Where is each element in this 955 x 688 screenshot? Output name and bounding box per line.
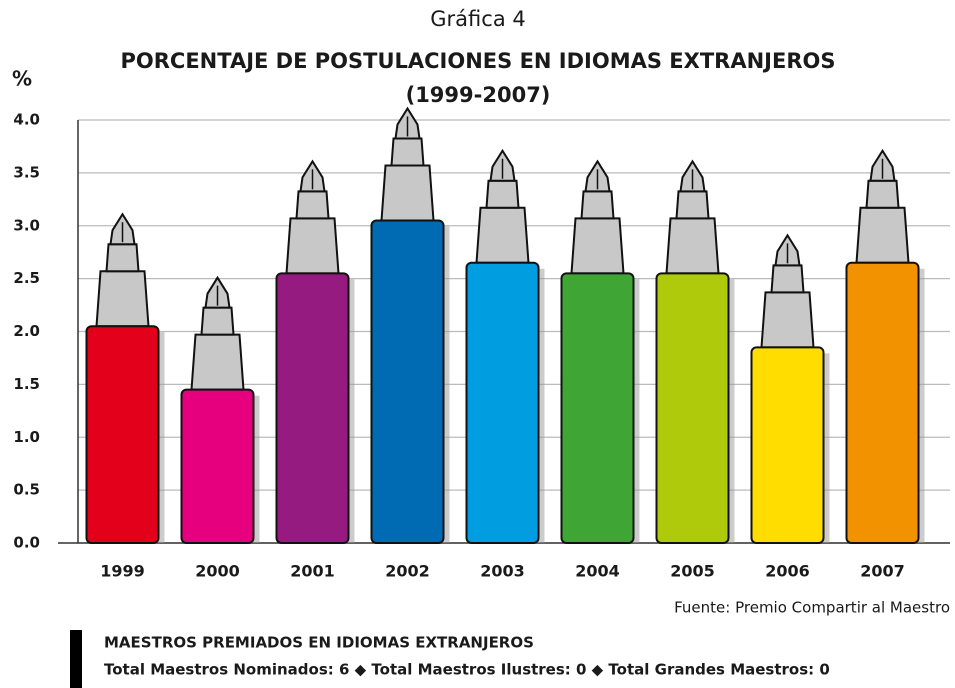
x-tick-label: 2007 xyxy=(860,562,905,581)
x-tick-label: 2000 xyxy=(195,562,240,581)
pen-cap xyxy=(285,217,340,275)
pen-neck xyxy=(485,179,520,209)
pen-cap xyxy=(190,333,245,391)
y-tick-label: 2.5 xyxy=(13,269,40,287)
bar xyxy=(465,261,540,544)
bar xyxy=(85,325,160,544)
y-tick-label: 3.5 xyxy=(13,163,40,181)
source: Fuente: Premio Compartir al Maestro xyxy=(674,599,950,617)
bar xyxy=(180,388,255,544)
chart-title: (1999-2007) xyxy=(406,83,551,107)
pen-neck xyxy=(105,243,140,273)
bar xyxy=(560,272,635,544)
x-tick-label: 2002 xyxy=(385,562,430,581)
bar xyxy=(370,219,445,544)
pen-cap xyxy=(760,291,815,349)
bar xyxy=(275,272,350,544)
footer-text: Total Maestros Nominados: 6 ◆ Total Maes… xyxy=(104,661,830,679)
pen-cap xyxy=(95,270,150,328)
pen-cap xyxy=(855,206,910,264)
pen-neck xyxy=(390,137,425,167)
bar xyxy=(750,346,825,544)
y-tick-label: 3.0 xyxy=(13,216,40,234)
x-tick-label: 2004 xyxy=(575,562,620,581)
x-tick-label: 2001 xyxy=(290,562,335,581)
pen-cap xyxy=(380,164,435,222)
y-tick-label: 2.0 xyxy=(13,322,40,340)
x-tick-label: 2006 xyxy=(765,562,810,581)
pen-cap xyxy=(475,206,530,264)
pen-neck xyxy=(770,264,805,294)
footer-heading: MAESTROS PREMIADOS EN IDIOMAS EXTRANJERO… xyxy=(104,634,534,652)
y-tick-label: 0.5 xyxy=(13,481,40,499)
pen-neck xyxy=(200,306,235,336)
pen-neck xyxy=(865,179,900,209)
pen-cap xyxy=(570,217,625,275)
y-tick-label: 1.0 xyxy=(13,428,40,446)
pen-neck xyxy=(675,190,710,220)
y-tick-label: 1.5 xyxy=(13,375,40,393)
pen-neck xyxy=(580,190,615,220)
y-tick-label: 0.0 xyxy=(13,534,40,552)
x-tick-label: 2005 xyxy=(670,562,715,581)
y-axis-label: % xyxy=(12,67,32,91)
chart-label: Gráfica 4 xyxy=(430,7,525,31)
pen-neck xyxy=(295,190,330,220)
x-tick-label: 1999 xyxy=(100,562,145,581)
bar xyxy=(845,261,920,544)
y-tick-label: 4.0 xyxy=(13,111,40,129)
chart-title: PORCENTAJE DE POSTULACIONES EN IDIOMAS E… xyxy=(121,49,836,73)
pen-cap xyxy=(665,217,720,275)
bar xyxy=(655,272,730,544)
x-tick-label: 2003 xyxy=(480,562,525,581)
footer-bar xyxy=(70,630,82,688)
